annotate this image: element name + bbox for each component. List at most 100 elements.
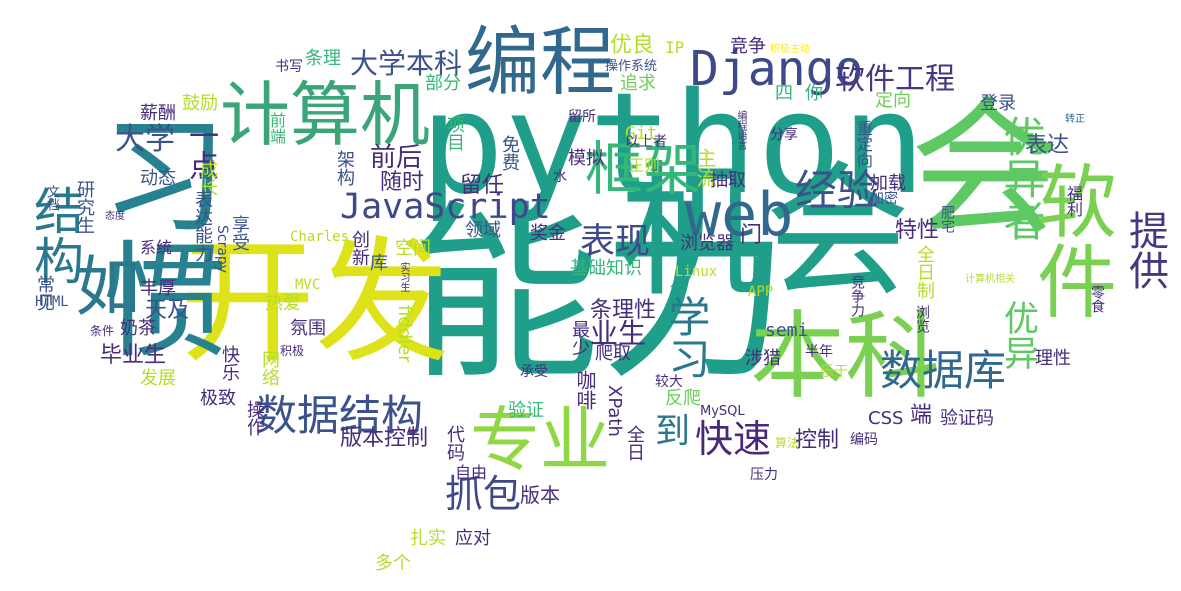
cloud-word-cjk-62: 成长 (197, 160, 218, 196)
cloud-word-css-133: CSS (868, 408, 904, 429)
cloud-word-cjk-43: 转正 (1065, 114, 1085, 125)
cloud-word-cjk-60: 正则 (628, 156, 661, 175)
cloud-word-html-102: HTML (35, 294, 69, 310)
cloud-word-cjk-94: 天及 (145, 298, 190, 323)
cloud-word-cjk-17: 经验 (795, 166, 880, 215)
cloud-word-cjk-9: 软件 (1024, 160, 1117, 320)
cloud-word-cjk-46: 大学 (115, 122, 175, 157)
cloud-word-cjk-83: 门 (740, 223, 763, 248)
cloud-word-cjk-54: 编程语言 (735, 110, 746, 150)
cloud-word-cjk-121: 乐于 (820, 364, 848, 380)
cloud-word-cjk-73: 表达能力 (192, 190, 213, 262)
cloud-word-cjk-110: 业生 (590, 317, 647, 350)
cloud-word-cjk-93: 丰厚 (140, 278, 176, 299)
cloud-word-cjk-1: 能力 (410, 184, 791, 405)
cloud-word-cjk-27: 优异 (998, 300, 1038, 370)
cloud-word-cjk-84: 特性 (895, 218, 940, 243)
cloud-word-cjk-97: 实习生 (398, 262, 409, 292)
cloud-word-cjk-55: 重定向 (854, 120, 873, 168)
cloud-word-cjk-25: 到 (655, 412, 691, 452)
cloud-word-cjk-19: 提供 (1122, 210, 1168, 290)
cloud-word-app-98: APP (748, 284, 774, 300)
cloud-word-cjk-38: 追求 (620, 73, 656, 94)
cloud-word-cjk-4: 习惯 (80, 110, 225, 360)
cloud-word-cjk-24: 快速 (695, 417, 772, 461)
cloud-word-semi-108: semi (765, 320, 809, 341)
cloud-word-python-0: python (420, 63, 926, 226)
cloud-word-django-15: Django (690, 41, 864, 97)
cloud-word-cjk-77: 享受 (229, 215, 250, 251)
cloud-word-cjk-101: 零食 (1089, 285, 1105, 313)
cloud-word-cjk-104: 条件 (90, 324, 115, 338)
cloud-word-cjk-42: 登录 (980, 93, 1016, 114)
cloud-word-cjk-36: 部分 (425, 73, 461, 94)
cloud-word-cjk-75: 肥宅 (939, 205, 955, 233)
cloud-word-cjk-120: 发展 (140, 368, 176, 389)
cloud-word-cjk-37: 操作系统 (605, 59, 658, 74)
cloud-word-cjk-30: 优良 (610, 33, 655, 58)
cloud-word-cjk-61: 主流 (693, 148, 717, 188)
cloud-word-cjk-48: 前端 (267, 112, 286, 144)
cloud-word-cjk-138: 算法 (775, 436, 800, 450)
cloud-word-cjk-5: 会 (910, 83, 1061, 257)
cloud-word-cjk-64: 文档 (44, 185, 59, 211)
cloud-word-cjk-137: 控制 (795, 428, 840, 453)
cloud-word-cjk-2: 机会 (620, 148, 910, 317)
cloud-word-cjk-111: 积极 (280, 344, 305, 358)
cloud-word-cjk-125: 极致 (200, 388, 236, 409)
cloud-word-mvc-96: MVC (295, 277, 321, 293)
cloud-word-linux-90: Linux (675, 264, 718, 280)
cloud-word-cjk-127: 反爬 (665, 388, 701, 409)
cloud-word-cjk-70: 加载 (870, 173, 906, 194)
cloud-word-cjk-144: 应对 (455, 528, 491, 549)
cloud-word-cjk-23: 抓包 (445, 472, 522, 516)
cloud-word-mysql-130: MySQL (700, 404, 745, 419)
cloud-word-cjk-100: 计算机相关 (965, 274, 1015, 285)
cloud-word-charles-78: Charles (290, 229, 350, 245)
cloud-word-cjk-116: 爬取 (595, 343, 631, 364)
cloud-word-cjk-45: 薪酬 (140, 103, 176, 124)
cloud-word-cjk-113: 快乐 (219, 345, 240, 381)
cloud-word-cjk-7: 计算机 (220, 74, 430, 156)
cloud-word-cjk-65: 研究生 (74, 180, 95, 234)
cloud-word-cjk-28: 大学本科 (350, 47, 463, 80)
cloud-word-scrapy-86: Scrapy (214, 225, 230, 274)
cloud-word-cjk-68: 抽取 (710, 170, 746, 191)
cloud-word-cjk-143: 扎实 (410, 528, 446, 549)
cloud-word-cjk-63: 动态 (140, 168, 176, 189)
cloud-word-cjk-41: 定向 (875, 90, 911, 111)
cloud-word-cjk-88: 库 (370, 253, 388, 274)
cloud-word-cjk-57: 前后 (370, 143, 423, 173)
cloud-word-cjk-40: 你 (805, 83, 823, 104)
cloud-word-cjk-81: 奖金 (530, 223, 566, 244)
cloud-word-cjk-128: 操作 (244, 400, 265, 436)
cloud-word-cjk-105: 氛围 (290, 318, 326, 339)
cloud-word-cjk-95: 热爱 (265, 293, 301, 314)
cloud-word-cjk-118: 半年 (805, 344, 833, 360)
cloud-word-cjk-58: 架构 (334, 150, 355, 186)
cloud-word-cjk-3: 开发 (180, 224, 450, 381)
cloud-word-cjk-140: 自由 (455, 463, 488, 482)
cloud-word-cjk-123: 承受 (520, 364, 548, 380)
cloud-word-cjk-22: 学习 (662, 295, 711, 379)
cloud-word-cjk-126: 验证 (508, 400, 544, 421)
cloud-word-cjk-20: 数据库 (880, 346, 1007, 395)
cloud-word-cjk-141: 版本 (520, 483, 560, 507)
cloud-word-cjk-34: 书写 (275, 59, 303, 75)
cloud-word-cjk-47: 一点 (183, 120, 218, 180)
cloud-word-cjk-124: 咖啡 (573, 370, 597, 410)
cloud-word-xpath-129: XPath (604, 385, 625, 437)
cloud-word-cjk-6: 编程 (465, 18, 616, 106)
cloud-word-cjk-21: 数据结构 (255, 391, 424, 440)
cloud-word-cjk-51: 留所 (568, 109, 596, 125)
cloud-word-cjk-145: 多个 (375, 553, 411, 574)
cloud-word-cjk-76: 态度 (105, 211, 125, 222)
cloud-word-cjk-131: 端 (910, 403, 933, 428)
cloud-word-cjk-10: 专业 (470, 399, 610, 481)
cloud-word-cjk-11: 如 (75, 250, 141, 325)
cloud-word-cjk-74: 留任 (460, 173, 505, 198)
cloud-word-cjk-59: 免费 (499, 135, 520, 171)
cloud-word-cjk-52: 以上者 (625, 134, 667, 150)
cloud-word-cjk-117: 涉猎 (745, 348, 781, 369)
